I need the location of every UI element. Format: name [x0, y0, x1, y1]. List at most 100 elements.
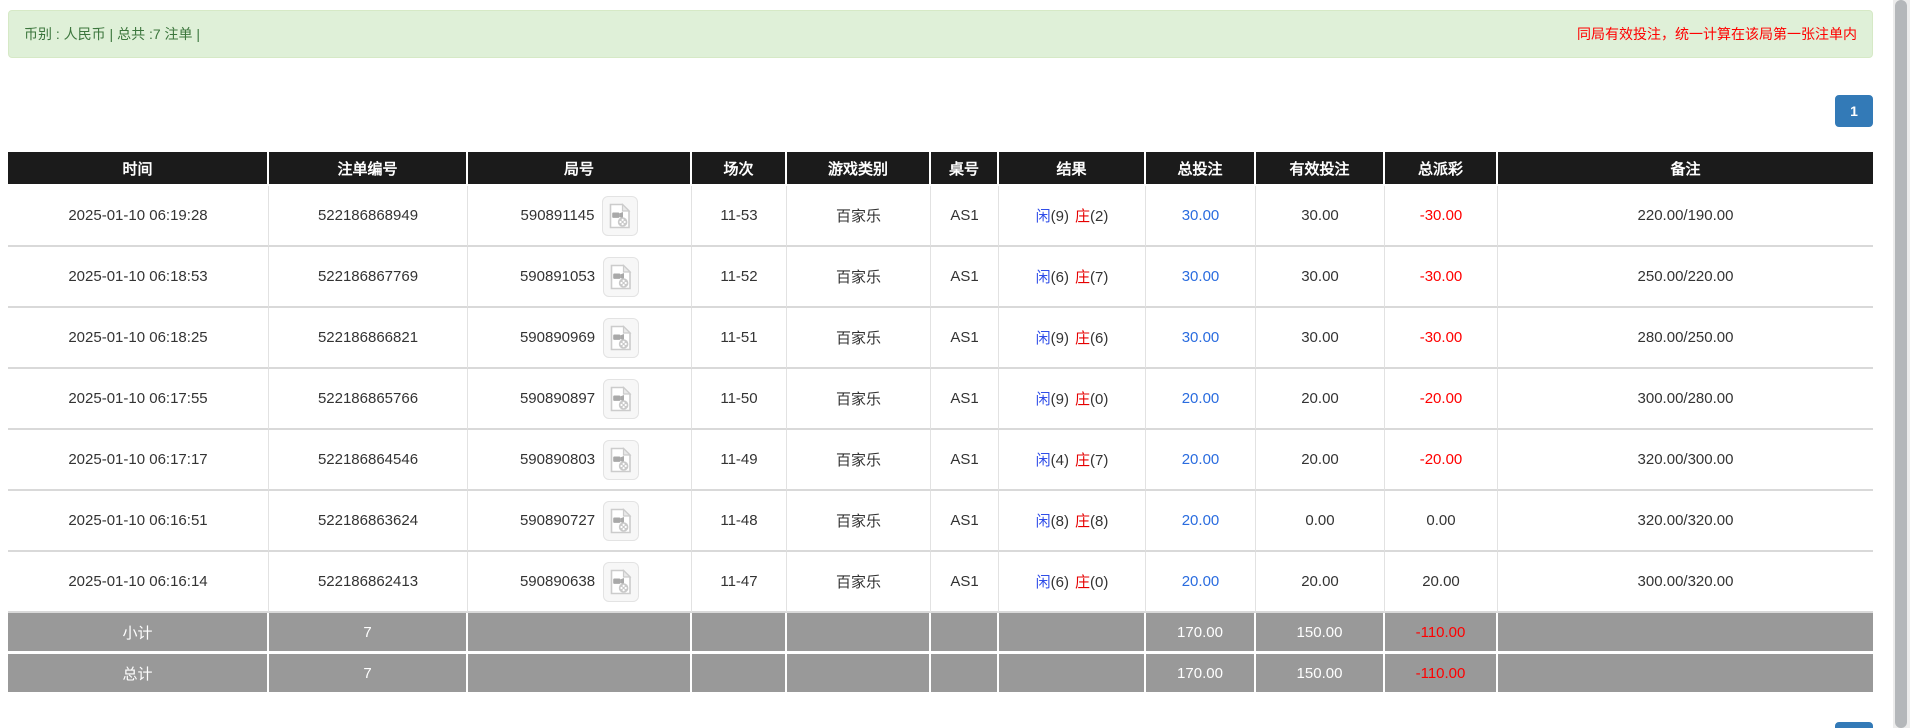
cell-time: 2025-01-10 06:18:53 — [8, 247, 269, 308]
cell-remark: 320.00/320.00 — [1498, 491, 1873, 552]
table-body: 2025-01-10 06:19:28 522186868949 5908911… — [8, 186, 1873, 613]
cell-bet-id: 522186865766 — [269, 369, 468, 430]
result-player-label: 闲 — [1035, 269, 1051, 286]
cell-payout: 20.00 — [1385, 552, 1498, 613]
result-banker-points: (7) — [1090, 269, 1109, 286]
cell-bet-id: 522186864546 — [269, 430, 468, 491]
cell-table-no: AS1 — [931, 247, 999, 308]
total-total-bet: 170.00 — [1146, 654, 1256, 695]
subtotal-payout: -110.00 — [1385, 613, 1498, 654]
bet-records-table: 时间 注单编号 局号 场次 游戏类别 桌号 结果 总投注 有效投注 总派彩 备注… — [8, 152, 1873, 695]
cell-bet-id: 522186868949 — [269, 186, 468, 247]
cell-total-bet[interactable]: 20.00 — [1146, 430, 1256, 491]
subtotal-row: 小计 7 170.00 150.00 -110.00 — [8, 613, 1873, 654]
cell-round-id: 590891145 — [468, 186, 692, 247]
round-id-text: 590891053 — [519, 268, 596, 285]
video-replay-button[interactable] — [603, 561, 640, 602]
cell-payout: -20.00 — [1385, 430, 1498, 491]
cell-session: 11-53 — [692, 186, 787, 247]
cell-remark: 220.00/190.00 — [1498, 186, 1873, 247]
video-replay-button[interactable] — [603, 378, 640, 419]
cell-valid-bet: 0.00 — [1256, 491, 1385, 552]
cell-game-type: 百家乐 — [787, 186, 931, 247]
video-replay-button[interactable] — [602, 195, 639, 236]
video-replay-icon — [610, 385, 632, 411]
cell-total-bet[interactable]: 30.00 — [1146, 186, 1256, 247]
total-label: 总计 — [8, 654, 269, 695]
result-banker-label: 庄 — [1075, 208, 1091, 225]
cell-session: 11-49 — [692, 430, 787, 491]
result-banker-points: (2) — [1090, 208, 1109, 225]
result-banker-label: 庄 — [1075, 269, 1091, 286]
cell-remark: 250.00/220.00 — [1498, 247, 1873, 308]
cell-payout: 0.00 — [1385, 491, 1498, 552]
cell-table-no: AS1 — [931, 430, 999, 491]
result-banker-points: (7) — [1090, 452, 1109, 469]
round-id-text: 590890969 — [519, 329, 596, 346]
cell-total-bet[interactable]: 20.00 — [1146, 369, 1256, 430]
table-row: 2025-01-10 06:16:14 522186862413 5908906… — [8, 552, 1873, 613]
result-banker-label: 庄 — [1075, 513, 1091, 530]
page-1-button[interactable]: 1 — [1835, 95, 1873, 127]
header-result: 结果 — [999, 152, 1146, 186]
cell-bet-id: 522186867769 — [269, 247, 468, 308]
header-table-no: 桌号 — [931, 152, 999, 186]
vertical-scrollbar[interactable] — [1893, 0, 1910, 728]
cell-round-id: 590890803 — [468, 430, 692, 491]
table-header-row: 时间 注单编号 局号 场次 游戏类别 桌号 结果 总投注 有效投注 总派彩 备注 — [8, 152, 1873, 186]
cell-session: 11-52 — [692, 247, 787, 308]
cell-time: 2025-01-10 06:16:51 — [8, 491, 269, 552]
pagination-top: 1 — [8, 95, 1873, 127]
result-player-points: (6) — [1050, 269, 1069, 286]
result-player-points: (4) — [1050, 452, 1069, 469]
video-replay-button[interactable] — [603, 500, 640, 541]
table-footer: 小计 7 170.00 150.00 -110.00 总计 7 — [8, 613, 1873, 695]
header-total-bet: 总投注 — [1146, 152, 1256, 186]
result-player-points: (9) — [1050, 208, 1069, 225]
video-replay-button[interactable] — [603, 317, 640, 358]
video-replay-button[interactable] — [603, 256, 640, 297]
round-id-text: 590890638 — [519, 573, 596, 590]
result-player-label: 闲 — [1035, 391, 1051, 408]
cell-round-id: 590891053 — [468, 247, 692, 308]
cell-total-bet[interactable]: 30.00 — [1146, 247, 1256, 308]
cell-game-type: 百家乐 — [787, 491, 931, 552]
cell-time: 2025-01-10 06:16:14 — [8, 552, 269, 613]
currency-summary-text: 币别 : 人民币 | 总共 :7 注单 | — [24, 26, 201, 42]
cell-total-bet[interactable]: 20.00 — [1146, 491, 1256, 552]
round-id-text: 590891145 — [520, 207, 595, 224]
cell-game-type: 百家乐 — [787, 430, 931, 491]
cell-result: 闲(9) 庄(6) — [999, 308, 1146, 369]
bet-records-page: 币别 : 人民币 | 总共 :7 注单 | 同局有效投注，统一计算在该局第一张注… — [8, 10, 1873, 728]
total-count: 7 — [269, 654, 468, 695]
result-banker-points: (0) — [1090, 574, 1109, 591]
cell-result: 闲(9) 庄(0) — [999, 369, 1146, 430]
cell-payout: -30.00 — [1385, 186, 1498, 247]
cell-remark: 300.00/280.00 — [1498, 369, 1873, 430]
cell-payout: -30.00 — [1385, 308, 1498, 369]
cell-valid-bet: 30.00 — [1256, 247, 1385, 308]
header-round-id: 局号 — [468, 152, 692, 186]
cell-game-type: 百家乐 — [787, 308, 931, 369]
cell-remark: 280.00/250.00 — [1498, 308, 1873, 369]
cell-game-type: 百家乐 — [787, 369, 931, 430]
cell-total-bet[interactable]: 30.00 — [1146, 308, 1256, 369]
result-player-label: 闲 — [1035, 208, 1051, 225]
page-1-button-bottom[interactable]: 1 — [1835, 722, 1873, 728]
cell-game-type: 百家乐 — [787, 552, 931, 613]
cell-session: 11-51 — [692, 308, 787, 369]
cell-valid-bet: 20.00 — [1256, 430, 1385, 491]
table-row: 2025-01-10 06:19:28 522186868949 5908911… — [8, 186, 1873, 247]
cell-result: 闲(4) 庄(7) — [999, 430, 1146, 491]
cell-total-bet[interactable]: 20.00 — [1146, 552, 1256, 613]
cell-time: 2025-01-10 06:19:28 — [8, 186, 269, 247]
scrollbar-thumb[interactable] — [1895, 0, 1907, 728]
cell-bet-id: 522186866821 — [269, 308, 468, 369]
cell-payout: -20.00 — [1385, 369, 1498, 430]
cell-round-id: 590890897 — [468, 369, 692, 430]
cell-game-type: 百家乐 — [787, 247, 931, 308]
cell-valid-bet: 30.00 — [1256, 308, 1385, 369]
video-replay-button[interactable] — [603, 439, 640, 480]
result-player-label: 闲 — [1035, 452, 1051, 469]
cell-time: 2025-01-10 06:17:55 — [8, 369, 269, 430]
